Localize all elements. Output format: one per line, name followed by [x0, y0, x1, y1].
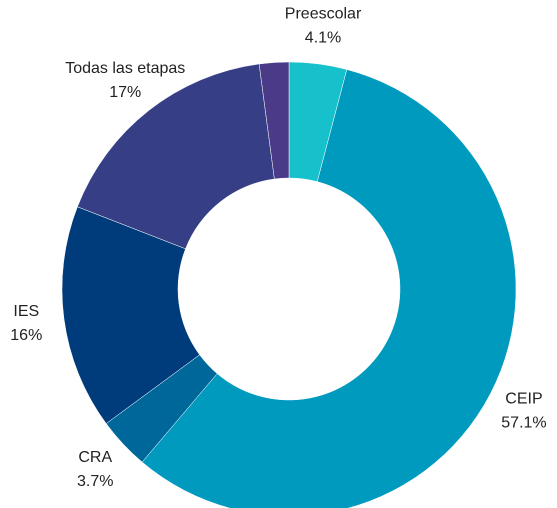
- segment-label: Preescolar: [285, 5, 362, 22]
- segment-value: 57.1%: [501, 415, 546, 432]
- donut-segment: [61, 206, 200, 424]
- segment-label: Todas las etapas: [65, 60, 185, 77]
- segment-value: 3.7%: [77, 473, 113, 490]
- segment-value: 17%: [109, 84, 141, 101]
- donut-segment: [77, 63, 275, 250]
- segment-value: 16%: [10, 327, 42, 344]
- donut-segment: [141, 69, 517, 508]
- segment-label: CEIP: [505, 391, 542, 408]
- segment-value: 4.1%: [305, 29, 341, 46]
- donut-segment: [258, 61, 290, 180]
- segment-label: CRA: [78, 449, 112, 466]
- segment-label: IES: [13, 303, 39, 320]
